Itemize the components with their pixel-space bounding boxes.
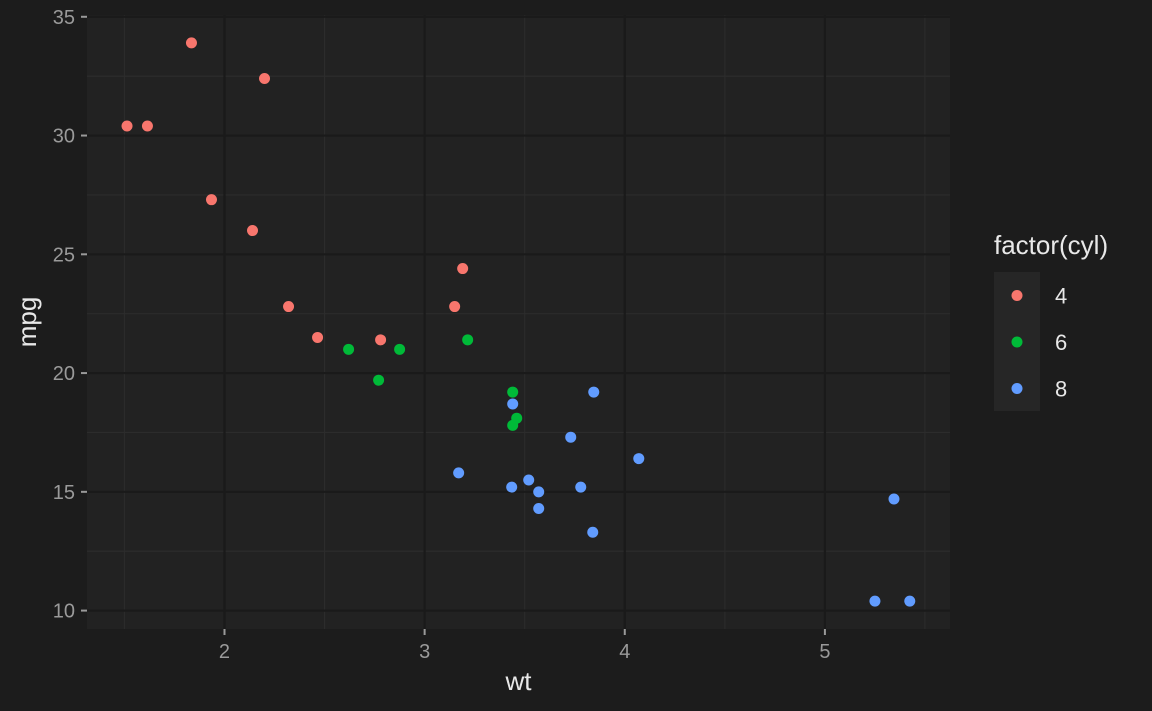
data-point-cyl-8 <box>633 453 645 465</box>
data-point-cyl-6 <box>343 343 355 355</box>
legend-label-4: 4 <box>1055 284 1067 309</box>
data-point-cyl-4 <box>312 331 324 343</box>
data-point-cyl-8 <box>869 595 881 607</box>
x-axis-title: wt <box>505 666 533 696</box>
y-tick-label: 30 <box>53 126 75 148</box>
data-point-cyl-4 <box>121 120 133 132</box>
data-point-cyl-6 <box>373 374 385 386</box>
legend-label-8: 8 <box>1055 377 1067 402</box>
data-point-cyl-4 <box>141 120 153 132</box>
y-axis: 10 15 20 25 30 35 <box>53 7 87 623</box>
x-tick-label: 4 <box>619 641 630 663</box>
x-tick-label: 3 <box>419 641 430 663</box>
x-axis: 2 3 4 5 <box>219 629 830 663</box>
legend-key-6 <box>1011 336 1023 348</box>
data-points <box>121 37 916 607</box>
data-point-cyl-8 <box>506 481 518 493</box>
y-tick-label: 15 <box>53 482 75 504</box>
y-tick-label: 10 <box>53 601 75 623</box>
plot-panel <box>87 15 950 629</box>
data-point-cyl-8 <box>533 486 545 498</box>
data-point-cyl-8 <box>533 502 545 514</box>
y-axis-title: mpg <box>12 297 42 348</box>
data-point-cyl-4 <box>247 225 259 237</box>
legend-label-6: 6 <box>1055 330 1067 355</box>
data-point-cyl-6 <box>507 419 519 431</box>
data-point-cyl-4 <box>185 37 197 49</box>
legend: factor(cyl) 4 6 8 <box>994 230 1108 411</box>
x-tick-label: 5 <box>819 641 830 663</box>
legend-key-8 <box>1011 383 1023 394</box>
data-point-cyl-4 <box>259 73 271 85</box>
data-point-cyl-8 <box>587 526 599 538</box>
x-tick-label: 2 <box>219 641 230 663</box>
y-tick-label: 35 <box>53 7 75 29</box>
data-point-cyl-8 <box>588 386 600 398</box>
data-point-cyl-4 <box>457 263 469 275</box>
data-point-cyl-8 <box>523 474 535 486</box>
data-point-cyl-4 <box>283 301 295 313</box>
grid-major <box>87 15 950 629</box>
data-point-cyl-6 <box>394 343 406 355</box>
data-point-cyl-4 <box>375 334 387 346</box>
data-point-cyl-4 <box>449 301 461 313</box>
data-point-cyl-8 <box>904 595 916 607</box>
data-point-cyl-8 <box>575 481 587 493</box>
data-point-cyl-8 <box>453 467 465 479</box>
legend-key-4 <box>1011 290 1023 301</box>
y-tick-label: 25 <box>53 244 75 266</box>
data-point-cyl-6 <box>507 386 519 398</box>
data-point-cyl-6 <box>462 334 474 346</box>
data-point-cyl-8 <box>888 493 900 505</box>
data-point-cyl-4 <box>205 194 217 206</box>
data-point-cyl-8 <box>507 398 519 410</box>
data-point-cyl-8 <box>565 431 577 443</box>
legend-title: factor(cyl) <box>994 230 1108 260</box>
y-tick-label: 20 <box>53 363 75 385</box>
grid-minor <box>87 15 950 629</box>
